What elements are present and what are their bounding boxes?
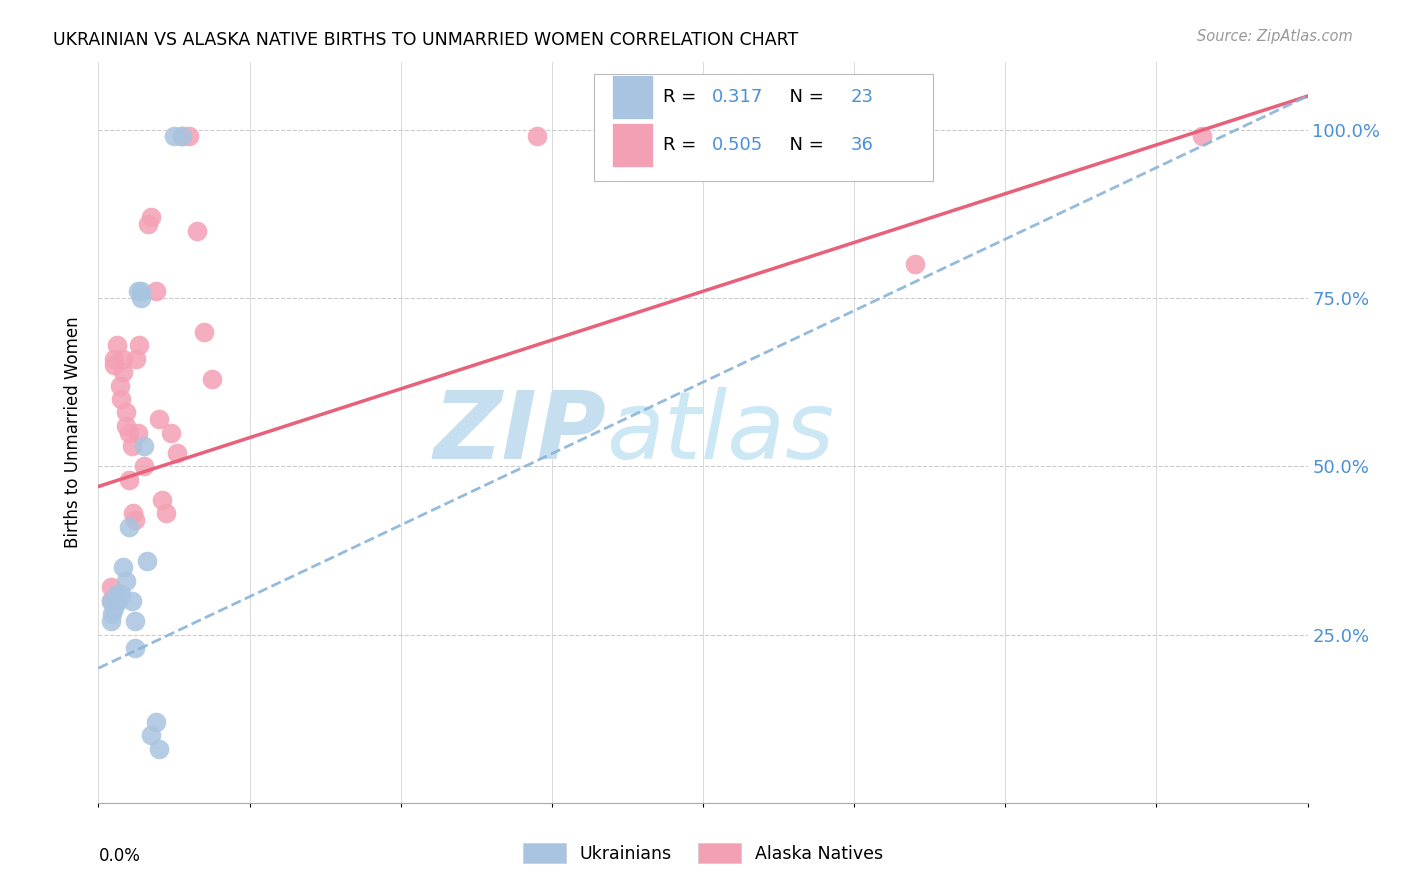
Point [122, 507, 145, 521]
Point [132, 439, 155, 453]
Point [105, 338, 128, 352]
Point [129, 285, 152, 299]
Point [125, 351, 148, 366]
Text: atlas: atlas [606, 387, 835, 478]
Point [179, 129, 201, 144]
Point [103, 600, 125, 615]
Point [127, 425, 149, 440]
Text: 0.317: 0.317 [711, 88, 763, 106]
Point [111, 560, 134, 574]
Y-axis label: Births to Unmarried Women: Births to Unmarried Women [65, 317, 83, 549]
Text: Source: ZipAtlas.com: Source: ZipAtlas.com [1197, 29, 1353, 44]
Point [201, 372, 224, 386]
Point [136, 217, 159, 231]
Point [170, 129, 193, 144]
Point [111, 365, 134, 379]
Text: ZIP: ZIP [433, 386, 606, 479]
Point [127, 285, 149, 299]
FancyBboxPatch shape [595, 73, 932, 181]
Text: N =: N = [778, 136, 830, 153]
Point [107, 594, 129, 608]
Text: N =: N = [778, 88, 830, 106]
Point [124, 513, 146, 527]
Point [904, 257, 927, 271]
Point [128, 338, 150, 352]
FancyBboxPatch shape [613, 123, 654, 167]
Point [100, 594, 122, 608]
Point [526, 129, 548, 144]
Point [135, 553, 157, 567]
Text: 36: 36 [851, 136, 873, 153]
Legend: Ukrainians, Alaska Natives: Ukrainians, Alaska Natives [516, 836, 890, 870]
Point [105, 587, 128, 601]
Text: R =: R = [664, 136, 702, 153]
Point [121, 594, 143, 608]
Point [100, 581, 122, 595]
Point [148, 412, 170, 426]
Point [114, 574, 136, 588]
Point [124, 614, 146, 628]
Point [129, 291, 152, 305]
Point [100, 614, 122, 628]
Point [118, 520, 141, 534]
Point [186, 224, 208, 238]
Point [110, 587, 132, 601]
Point [108, 378, 131, 392]
Point [170, 129, 193, 144]
Point [1191, 129, 1213, 144]
Point [163, 129, 186, 144]
Point [110, 392, 132, 406]
Text: 23: 23 [851, 88, 873, 106]
Point [114, 418, 136, 433]
Point [103, 359, 125, 373]
FancyBboxPatch shape [613, 75, 654, 119]
Point [103, 351, 125, 366]
Point [132, 459, 155, 474]
Point [114, 405, 136, 419]
Text: 0.505: 0.505 [711, 136, 762, 153]
Point [145, 714, 167, 729]
Point [166, 446, 188, 460]
Point [160, 425, 183, 440]
Point [124, 640, 146, 655]
Point [141, 729, 163, 743]
Point [145, 285, 167, 299]
Text: UKRAINIAN VS ALASKA NATIVE BIRTHS TO UNMARRIED WOMEN CORRELATION CHART: UKRAINIAN VS ALASKA NATIVE BIRTHS TO UNM… [53, 31, 799, 49]
Text: R =: R = [664, 88, 702, 106]
Point [148, 742, 170, 756]
Text: 0.0%: 0.0% [98, 847, 141, 865]
Point [100, 594, 122, 608]
Point [118, 473, 141, 487]
Point [150, 492, 173, 507]
Point [111, 351, 134, 366]
Point [121, 439, 143, 453]
Point [101, 607, 124, 622]
Point [118, 425, 141, 440]
Point [141, 211, 163, 225]
Point [155, 507, 177, 521]
Point [193, 325, 215, 339]
